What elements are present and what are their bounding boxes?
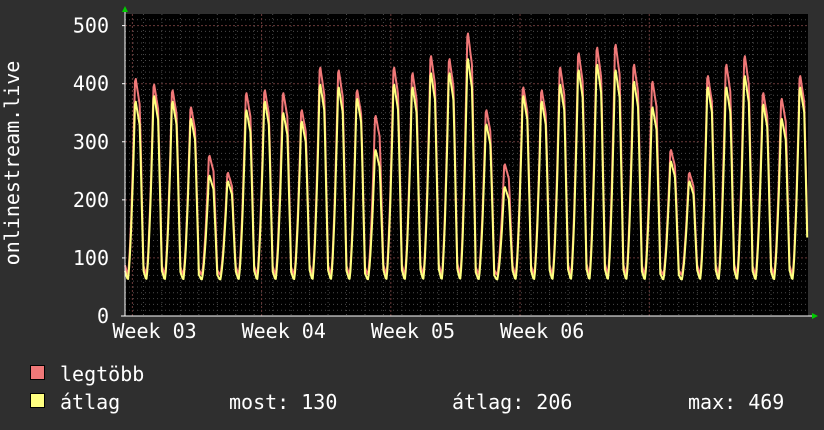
x-axis-arrow: [812, 313, 818, 319]
series-atlag: [124, 58, 809, 281]
y-tick-label: 0: [97, 304, 109, 328]
legend-label-atlag: átlag: [60, 390, 121, 414]
x-tick-label: Week 04: [242, 319, 326, 343]
y-tick-label: 100: [73, 246, 109, 270]
y-tick-label: 400: [73, 72, 109, 96]
stat-atlag: átlag: 206: [452, 390, 573, 414]
stat-most: most: 130: [229, 390, 338, 414]
x-tick-label: Week 06: [500, 319, 584, 343]
axes: [121, 6, 818, 319]
series-line-atlag: [124, 58, 809, 281]
y-tick-label: 300: [73, 130, 109, 154]
tick-labels: 0 100 200 300 400 500 Week 03 Week 04 Week 05 Wee…: [73, 14, 584, 343]
y-tick-label: 200: [73, 188, 109, 212]
y-axis-arrow: [122, 6, 128, 12]
y-tick-label: 500: [73, 14, 109, 38]
legend-label-legtobb: legtöbb: [60, 362, 145, 386]
legend-swatch-legtobb: [30, 365, 45, 380]
stat-max: max: 469: [688, 390, 785, 414]
legend-swatch-atlag: [30, 393, 45, 408]
x-tick-label: Week 05: [371, 319, 455, 343]
y-axis-label: onlinestream.live: [0, 61, 24, 266]
x-tick-label: Week 03: [112, 319, 196, 343]
